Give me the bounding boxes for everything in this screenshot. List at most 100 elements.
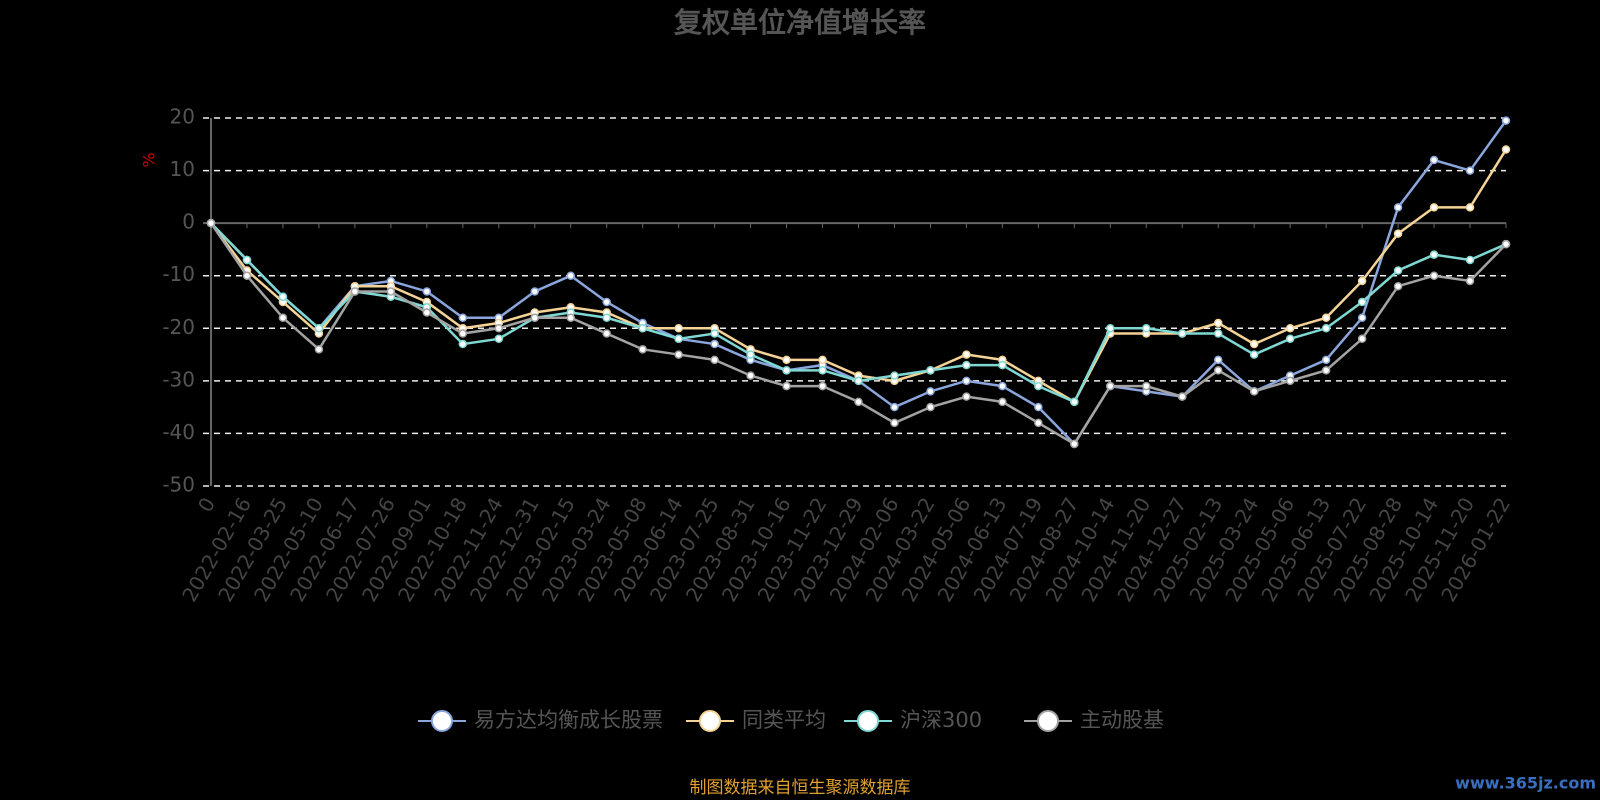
legend-swatch	[1037, 710, 1059, 732]
point-marker	[494, 334, 504, 344]
point-marker	[1321, 324, 1331, 333]
point-marker	[1034, 402, 1043, 412]
point-marker	[1429, 271, 1439, 280]
point-marker	[818, 355, 827, 365]
legend-swatch	[431, 710, 453, 732]
legend-item: 易方达均衡成长股票	[418, 708, 663, 732]
legend-item: 沪深300	[844, 708, 982, 732]
point-marker	[674, 334, 683, 344]
point-marker	[1393, 266, 1403, 275]
point-marker	[818, 366, 827, 375]
point-marker	[422, 287, 432, 296]
point-marker	[1429, 155, 1439, 165]
point-marker	[1321, 366, 1331, 375]
point-marker	[638, 345, 647, 354]
y-tick-label: 10	[170, 157, 195, 181]
point-marker	[854, 376, 863, 386]
point-marker	[1357, 297, 1367, 307]
point-marker	[1106, 381, 1115, 391]
point-marker	[1178, 329, 1187, 338]
point-marker	[1357, 276, 1367, 286]
point-marker	[386, 287, 396, 296]
point-marker	[782, 355, 791, 365]
legend-swatch	[699, 710, 721, 732]
point-marker	[494, 324, 504, 333]
point-marker	[278, 313, 288, 323]
point-marker	[1106, 324, 1115, 333]
point-marker	[890, 402, 899, 412]
point-marker	[1285, 324, 1295, 333]
point-marker	[458, 329, 468, 338]
point-marker	[602, 313, 611, 323]
legend-label: 沪深300	[900, 708, 982, 732]
point-marker	[1213, 355, 1223, 365]
point-marker	[1070, 439, 1079, 449]
point-marker	[710, 329, 719, 338]
point-marker	[1213, 366, 1223, 375]
point-marker	[962, 360, 971, 370]
point-marker	[422, 308, 432, 317]
point-marker	[458, 313, 468, 323]
point-marker	[1142, 324, 1151, 333]
y-axis-label: %	[140, 152, 159, 167]
point-marker	[458, 339, 468, 349]
point-marker	[998, 381, 1007, 391]
point-marker	[710, 339, 719, 349]
point-marker	[1321, 355, 1331, 365]
point-marker	[1465, 255, 1475, 265]
point-marker	[350, 287, 360, 296]
x-tick-label: 0	[193, 493, 220, 516]
point-marker	[710, 355, 719, 365]
point-marker	[1249, 350, 1259, 359]
point-marker	[242, 271, 252, 280]
point-marker	[1213, 318, 1223, 328]
point-marker	[746, 350, 755, 359]
y-tick-label: -30	[162, 367, 195, 391]
point-marker	[314, 345, 324, 354]
point-marker	[674, 324, 683, 333]
legend-item: 同类平均	[686, 708, 826, 732]
series-line	[210, 119, 1508, 446]
point-marker	[1249, 387, 1259, 396]
point-marker	[890, 418, 899, 428]
point-marker	[962, 376, 971, 386]
point-marker	[638, 324, 647, 333]
point-marker	[962, 350, 971, 359]
y-tick-label: -20	[162, 315, 195, 339]
point-marker	[1429, 250, 1439, 259]
y-tick-label: -50	[162, 473, 195, 497]
point-marker	[530, 313, 539, 323]
point-marker	[1357, 334, 1367, 344]
point-marker	[278, 292, 288, 301]
point-marker	[1393, 229, 1403, 238]
point-marker	[206, 218, 216, 228]
point-marker	[1249, 339, 1259, 349]
point-marker	[1501, 145, 1511, 154]
point-marker	[818, 381, 827, 391]
point-marker	[602, 329, 611, 338]
point-marker	[1213, 329, 1223, 338]
point-marker	[782, 381, 791, 391]
point-marker	[530, 287, 539, 296]
point-marker	[242, 255, 252, 265]
point-marker	[926, 366, 935, 375]
point-marker	[1142, 381, 1151, 391]
chart-title: 复权单位净值增长率	[674, 6, 926, 39]
point-marker	[566, 271, 575, 280]
point-marker	[1034, 418, 1043, 428]
point-marker	[1285, 376, 1295, 386]
point-marker	[1501, 239, 1511, 249]
point-marker	[674, 350, 683, 359]
point-marker	[998, 360, 1007, 370]
point-marker	[962, 392, 971, 401]
point-marker	[1465, 276, 1475, 286]
point-marker	[566, 313, 575, 323]
point-marker	[1429, 203, 1439, 212]
point-marker	[998, 397, 1007, 407]
point-marker	[1465, 203, 1475, 212]
legend-item: 主动股基	[1024, 708, 1164, 732]
point-marker	[746, 371, 755, 380]
y-tick-label: -10	[162, 262, 195, 286]
point-marker	[854, 397, 863, 407]
